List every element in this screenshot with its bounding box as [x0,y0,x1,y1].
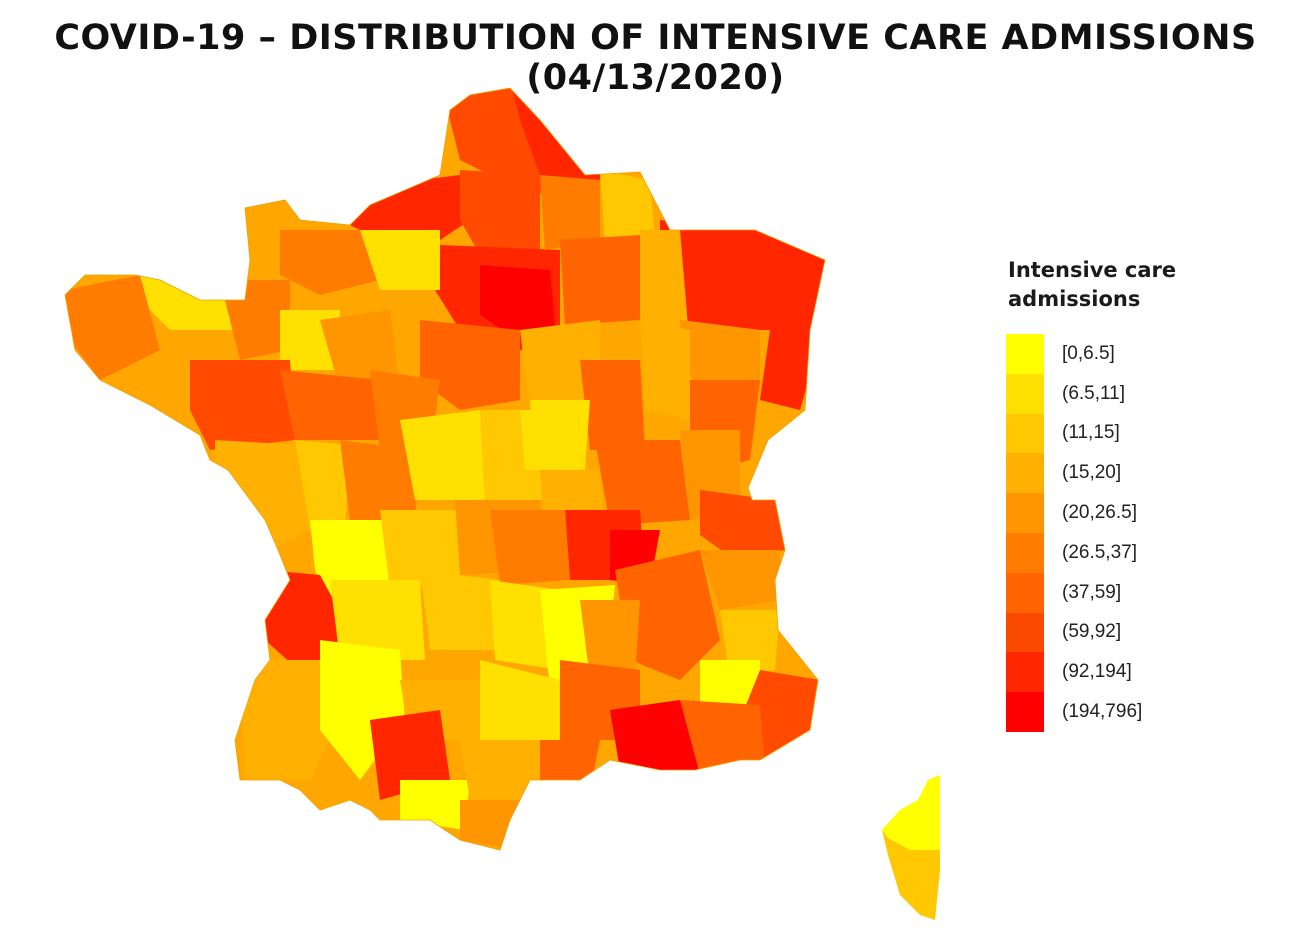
legend-swatch [1006,413,1044,454]
legend-label: (194,796] [1062,701,1143,723]
department [320,310,400,390]
department [680,320,760,390]
legend-swatch [1006,532,1044,573]
department [540,740,600,790]
legend-swatch [1006,493,1044,533]
legend-label: (26.5,37] [1062,541,1137,563]
department [520,320,600,410]
legend-label: (15,20] [1062,462,1122,484]
department [480,660,560,740]
legend-item: (59,92] [1006,612,1142,653]
department [460,170,540,255]
department [680,700,765,775]
department [580,600,640,680]
department [190,360,295,450]
legend-label: (6.5,11] [1062,382,1126,404]
department [340,440,420,520]
department [330,580,425,660]
department [280,370,385,440]
department [600,170,655,240]
legend-label: (92,194] [1062,661,1132,683]
department [370,710,450,800]
legend-item: (20,26.5] [1006,493,1142,533]
department [580,360,645,450]
legend-item: [0,6.5] [1006,334,1142,374]
legend-label: [0,6.5] [1062,342,1115,364]
legend-label: (37,59] [1062,581,1122,603]
legend-item: (194,796] [1006,692,1142,732]
legend-item: (11,15] [1006,413,1142,454]
department [400,410,485,500]
legend-label: (20,26.5] [1062,502,1137,524]
legend-swatch [1006,373,1044,414]
department [560,235,640,325]
department [760,250,825,410]
department [420,570,500,650]
legend-item: (92,194] [1006,652,1142,693]
department [460,740,540,800]
map-title: COVID-19 – DISTRIBUTION OF INTENSIVE CAR… [54,18,1257,98]
legend-swatch [1006,572,1044,613]
department [882,775,940,850]
department [520,410,580,470]
legend-item: (37,59] [1006,572,1142,613]
department [400,780,470,830]
legend-swatch [1006,334,1044,374]
legend-item: (6.5,11] [1006,373,1142,414]
legend-item: (26.5,37] [1006,532,1142,573]
department [380,510,460,590]
mainland-outline [64,87,826,851]
legend-swatch [1006,652,1044,693]
department [595,440,690,525]
department [700,490,785,560]
department [295,440,350,530]
department [360,230,440,290]
legend-swatch [1006,692,1044,732]
department [610,700,700,770]
legend-label: (11,15] [1062,422,1120,444]
legend: [0,6.5] (6.5,11] (11,15] (15,20] (20,26.5] (2… [1006,334,1142,732]
legend-swatch [1006,612,1044,653]
department [480,265,555,335]
department [490,510,570,585]
legend-label: (59,92] [1062,621,1122,643]
corsica [882,775,940,920]
legend-title: Intensive care admissions [1008,258,1177,311]
department [65,275,160,380]
france-choropleth-map [64,87,940,920]
department [420,320,520,410]
department [615,550,720,680]
department [280,230,380,295]
department [240,660,340,780]
department [215,440,310,550]
mainland-departments [65,88,825,850]
department [640,320,690,420]
department [540,175,600,250]
legend-swatch [1006,453,1044,494]
department [700,550,780,610]
legend-item: (15,20] [1006,453,1142,494]
